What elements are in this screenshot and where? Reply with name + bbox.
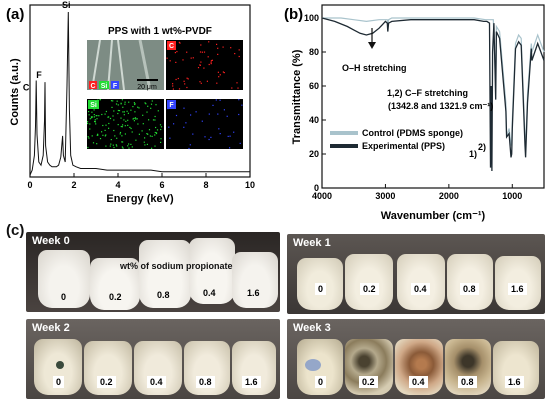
sample-label: 0.2 — [360, 283, 379, 295]
axis-ticks-b: 4000 3000 2000 1000 0 20 40 60 80 100 — [304, 13, 522, 201]
x-tick-label: 10 — [245, 180, 255, 190]
photo-week-1: Week 1 0 0.2 0.4 0.8 1.6 — [287, 234, 545, 314]
week-label: Week 3 — [293, 322, 331, 334]
photo-week-0: Week 0 wt% of sodium propionate 0 0.2 0.… — [26, 232, 280, 312]
legend-b: Control (PDMS sponge) Experimental (PPS) — [330, 128, 463, 151]
x-tick-label: 0 — [27, 180, 32, 190]
eds-spectrum-line — [29, 11, 250, 176]
week-label: Week 0 — [32, 235, 70, 247]
sample-bag — [139, 240, 191, 308]
panel-label-a: (a) — [6, 6, 24, 23]
y-tick-label: 40 — [309, 115, 319, 125]
y-axis-title-a: Counts (a.u.) — [9, 58, 21, 126]
sample-label: 0.8 — [460, 283, 479, 295]
panel-label-c: (c) — [6, 222, 25, 239]
sample-bag — [447, 254, 493, 310]
y-tick-label: 60 — [309, 81, 319, 91]
y-tick-label: 0 — [314, 183, 319, 193]
peak-mark-1: 1) — [469, 149, 477, 159]
sample-label: 0.8 — [196, 376, 215, 388]
scale-bar-label: 20 μm — [137, 84, 157, 91]
sample-label: 0 — [315, 376, 327, 388]
y-tick-label: 80 — [309, 47, 319, 57]
photo-week-3: Week 3 0 0.2 0.4 0.8 1.6 — [287, 319, 545, 399]
annotation-cf-2: (1342.8 and 1321.9 cm⁻¹) — [388, 101, 493, 111]
sample-label: 1.6 — [505, 376, 524, 388]
ftir-spectrum-chart: (b) 4000 3000 2000 1000 0 20 40 60 80 100 Wavenum… — [284, 4, 545, 222]
sample-label: 0.4 — [409, 376, 428, 388]
annotation-cf-1: 1,2) C–F stretching — [387, 88, 468, 98]
annotation-oh: O–H stretching — [342, 63, 407, 73]
legend-label-experimental: Experimental (PPS) — [362, 141, 445, 151]
x-axis-title-b: Wavenumber (cm⁻¹) — [381, 210, 486, 222]
peak-label: Si — [62, 0, 71, 10]
series-experimental-line — [321, 17, 545, 172]
sample-bag — [345, 254, 393, 310]
x-tick-label: 3000 — [375, 191, 395, 201]
map-tile-si: Si — [87, 99, 164, 149]
sample-label: 1.6 — [247, 288, 260, 298]
sample-label: 0.8 — [458, 376, 477, 388]
oh-arrow-head — [368, 42, 376, 49]
map-label-f-box — [111, 81, 119, 89]
overlay-label: wt% of sodium propionate — [120, 261, 233, 271]
x-tick-label: 2 — [71, 180, 76, 190]
sample-label: 0.2 — [109, 292, 122, 302]
x-axis-title-a: Energy (keV) — [106, 193, 174, 205]
peak-label: F — [36, 70, 42, 80]
sample-label: 0.4 — [411, 283, 430, 295]
map-label-c: C — [90, 83, 95, 90]
sample-label: 1.6 — [508, 283, 527, 295]
week-label: Week 2 — [32, 322, 70, 334]
y-tick-label: 100 — [304, 13, 319, 23]
sample-label: 0 — [315, 283, 327, 295]
map-tile-si-label: Si — [90, 102, 97, 109]
week-label: Week 1 — [293, 237, 331, 249]
y-tick-label: 20 — [309, 149, 319, 159]
map-label-si: Si — [101, 83, 108, 90]
sample-label: 1.6 — [242, 376, 261, 388]
map-tile-c: C — [166, 40, 243, 90]
map-label-f: F — [113, 83, 118, 90]
x-tick-label: 2000 — [439, 191, 459, 201]
sample-bag — [397, 254, 445, 310]
sample-label: 0.2 — [97, 376, 116, 388]
map-tile-f: F — [166, 99, 243, 150]
chart-title-a: PPS with 1 wt%-PVDF — [108, 26, 212, 37]
x-tick-label: 4000 — [312, 191, 332, 201]
sample-bag — [90, 258, 140, 310]
sem-image: C Si F 20 μm — [87, 39, 164, 91]
map-tile-c-label: C — [169, 43, 174, 50]
map-tile-f-label: F — [169, 102, 174, 109]
legend-label-control: Control (PDMS sponge) — [362, 128, 463, 138]
x-tick-label: 8 — [203, 180, 208, 190]
x-tick-label: 6 — [159, 180, 164, 190]
photo-week-2: Week 2 0 0.2 0.4 0.8 1.6 — [26, 319, 280, 399]
sample-label: 0 — [53, 376, 65, 388]
sample-label: 0.2 — [359, 376, 378, 388]
sample-bag — [232, 252, 278, 308]
sample-label: 0.4 — [203, 288, 216, 298]
mold-spot — [56, 361, 64, 369]
x-ticks-a: 0 2 4 6 8 10 — [27, 173, 255, 190]
map-label-c-box — [89, 81, 97, 89]
peak-label: C — [23, 82, 30, 92]
sample-bag — [38, 250, 90, 308]
sample-label: 0.4 — [147, 376, 166, 388]
mold-spot — [305, 359, 321, 371]
peak-labels-a: CF Si — [23, 0, 71, 92]
x-tick-label: 4 — [115, 180, 120, 190]
plot-frame-a — [29, 4, 251, 178]
map-label-si-box — [99, 81, 109, 89]
y-axis-title-b: Transmittance (%) — [291, 49, 303, 144]
peak-mark-2: 2) — [478, 142, 486, 152]
sample-label: 0 — [61, 292, 67, 302]
sample-label: 0.8 — [157, 290, 170, 300]
x-tick-label: 1000 — [502, 191, 522, 201]
plot-frame-b — [321, 4, 545, 189]
panel-label-b: (b) — [284, 6, 303, 23]
sample-bag — [189, 238, 235, 304]
